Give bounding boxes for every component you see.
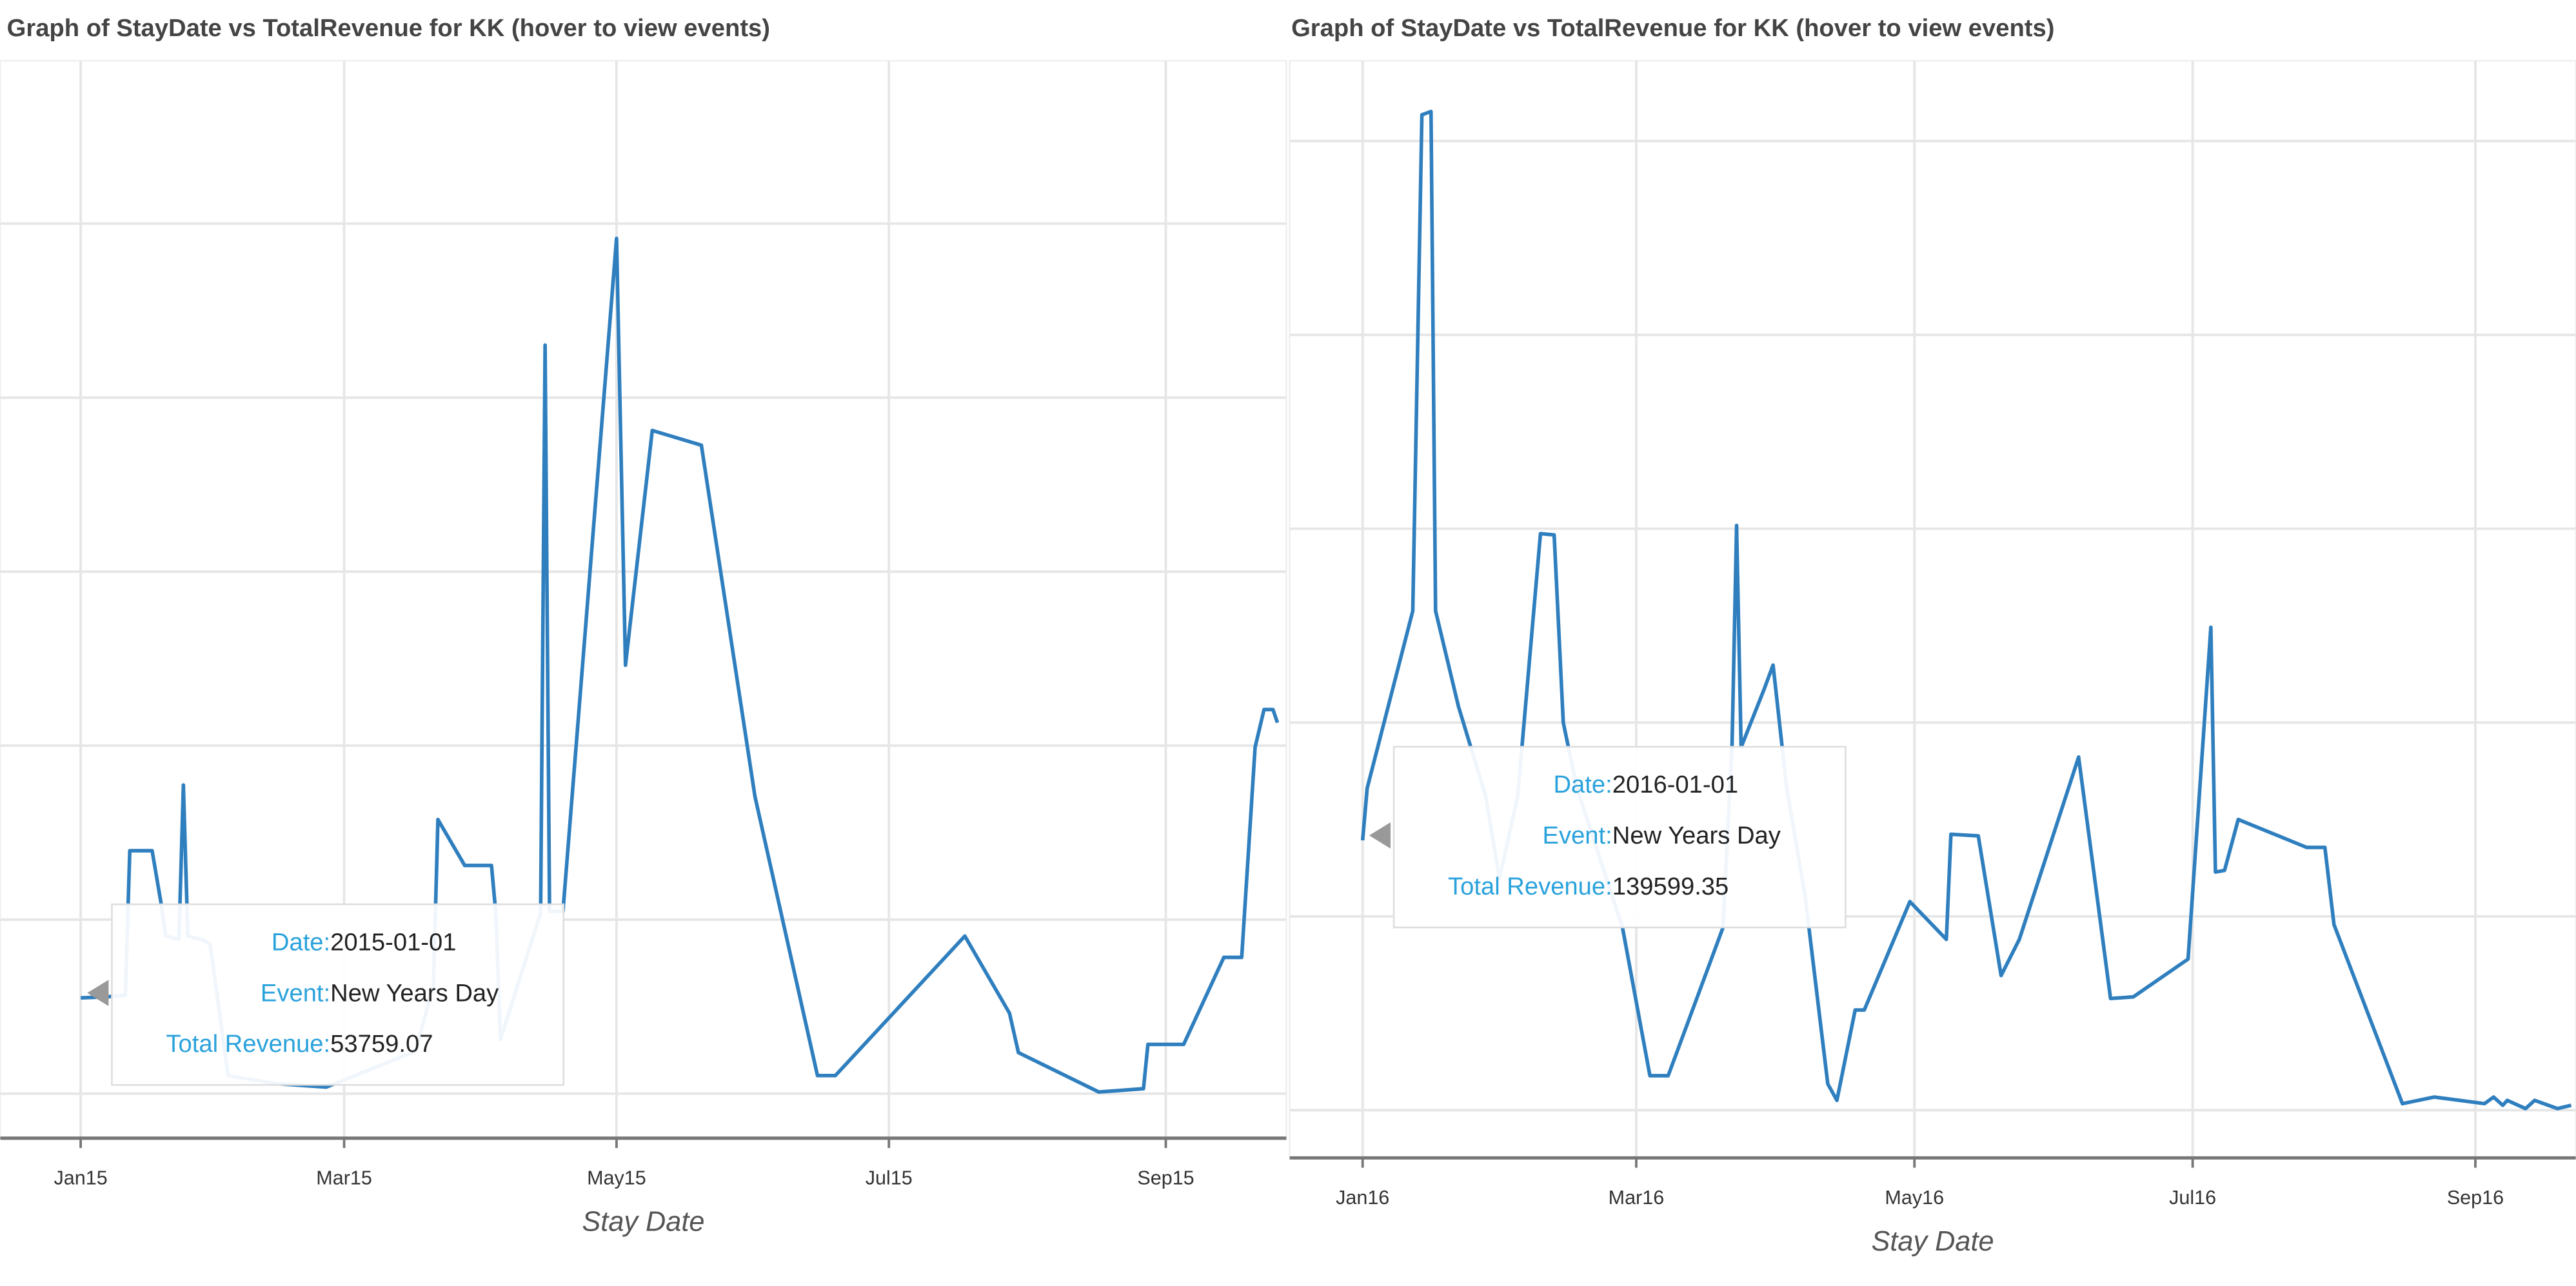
tooltip-label: Event: [261, 979, 330, 1007]
x-tick-label: Sep16 [2447, 1187, 2504, 1209]
x-tick-label: Mar15 [316, 1167, 372, 1189]
tooltip-value: 2016-01-01 [1612, 771, 1738, 798]
x-tick-label: Jan15 [54, 1167, 107, 1189]
x-tick-label: Jul15 [866, 1167, 913, 1189]
plot-background [1289, 59, 2576, 1159]
tooltip-value: New Years Day [330, 979, 499, 1007]
x-axis-label: Stay Date [1872, 1226, 1994, 1257]
x-tick-label: Mar16 [1609, 1187, 1665, 1209]
tooltip-value: 139599.35 [1612, 873, 1729, 900]
tooltip-value: New Years Day [1612, 822, 1781, 849]
tooltip-label: Date: [272, 928, 330, 956]
x-tick-label: Jan16 [1336, 1187, 1389, 1209]
tooltip-label: Date: [1553, 771, 1612, 798]
tooltip-value: 53759.07 [330, 1030, 433, 1058]
x-tick-label: May15 [587, 1167, 646, 1189]
tooltip-label: Event: [1543, 822, 1612, 849]
chart-title: Graph of StayDate vs TotalRevenue for KK… [1291, 14, 2054, 42]
chart-title: Graph of StayDate vs TotalRevenue for KK… [7, 14, 770, 42]
x-axis-label: Stay Date [582, 1207, 704, 1238]
tooltip-box [1392, 746, 1847, 929]
tooltip-label: Total Revenue: [166, 1030, 330, 1058]
x-tick-label: Sep15 [1137, 1167, 1194, 1189]
tooltip-label: Total Revenue: [1448, 873, 1612, 900]
tooltip-arrow [1369, 822, 1391, 849]
x-tick-label: Jul16 [2169, 1187, 2216, 1209]
tooltip-value: 2015-01-01 [330, 928, 456, 956]
x-tick-label: May16 [1885, 1187, 1944, 1209]
tooltip-box [111, 903, 565, 1086]
tooltip-arrow [87, 980, 109, 1006]
